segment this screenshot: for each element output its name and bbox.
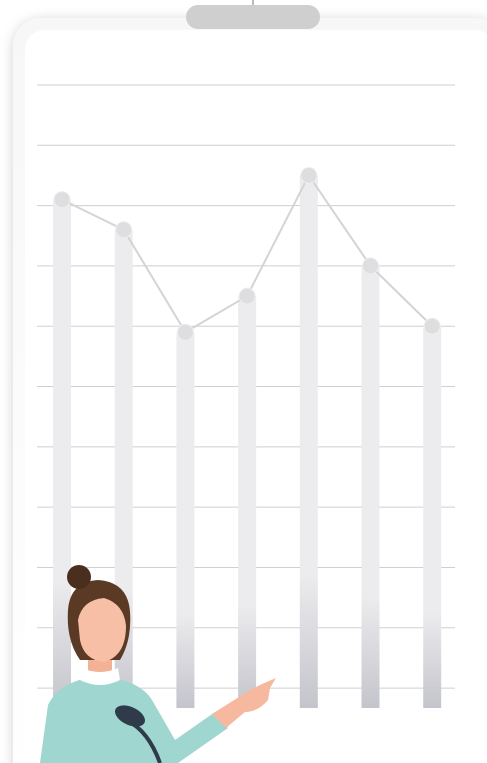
bar	[423, 326, 442, 708]
arm	[212, 678, 276, 728]
clip	[186, 5, 320, 29]
marker	[53, 191, 71, 209]
marker	[362, 257, 379, 275]
collar	[80, 668, 120, 685]
marker	[115, 221, 133, 239]
bun	[67, 565, 91, 589]
bar	[299, 175, 318, 708]
bar	[53, 199, 71, 709]
presenter	[40, 565, 276, 763]
bar	[176, 332, 195, 708]
marker	[300, 166, 318, 184]
marker	[423, 317, 441, 335]
marker	[176, 323, 194, 341]
marker	[238, 287, 256, 305]
bar	[238, 296, 257, 708]
microphone	[115, 705, 145, 727]
face	[78, 598, 126, 662]
bar	[361, 265, 380, 708]
